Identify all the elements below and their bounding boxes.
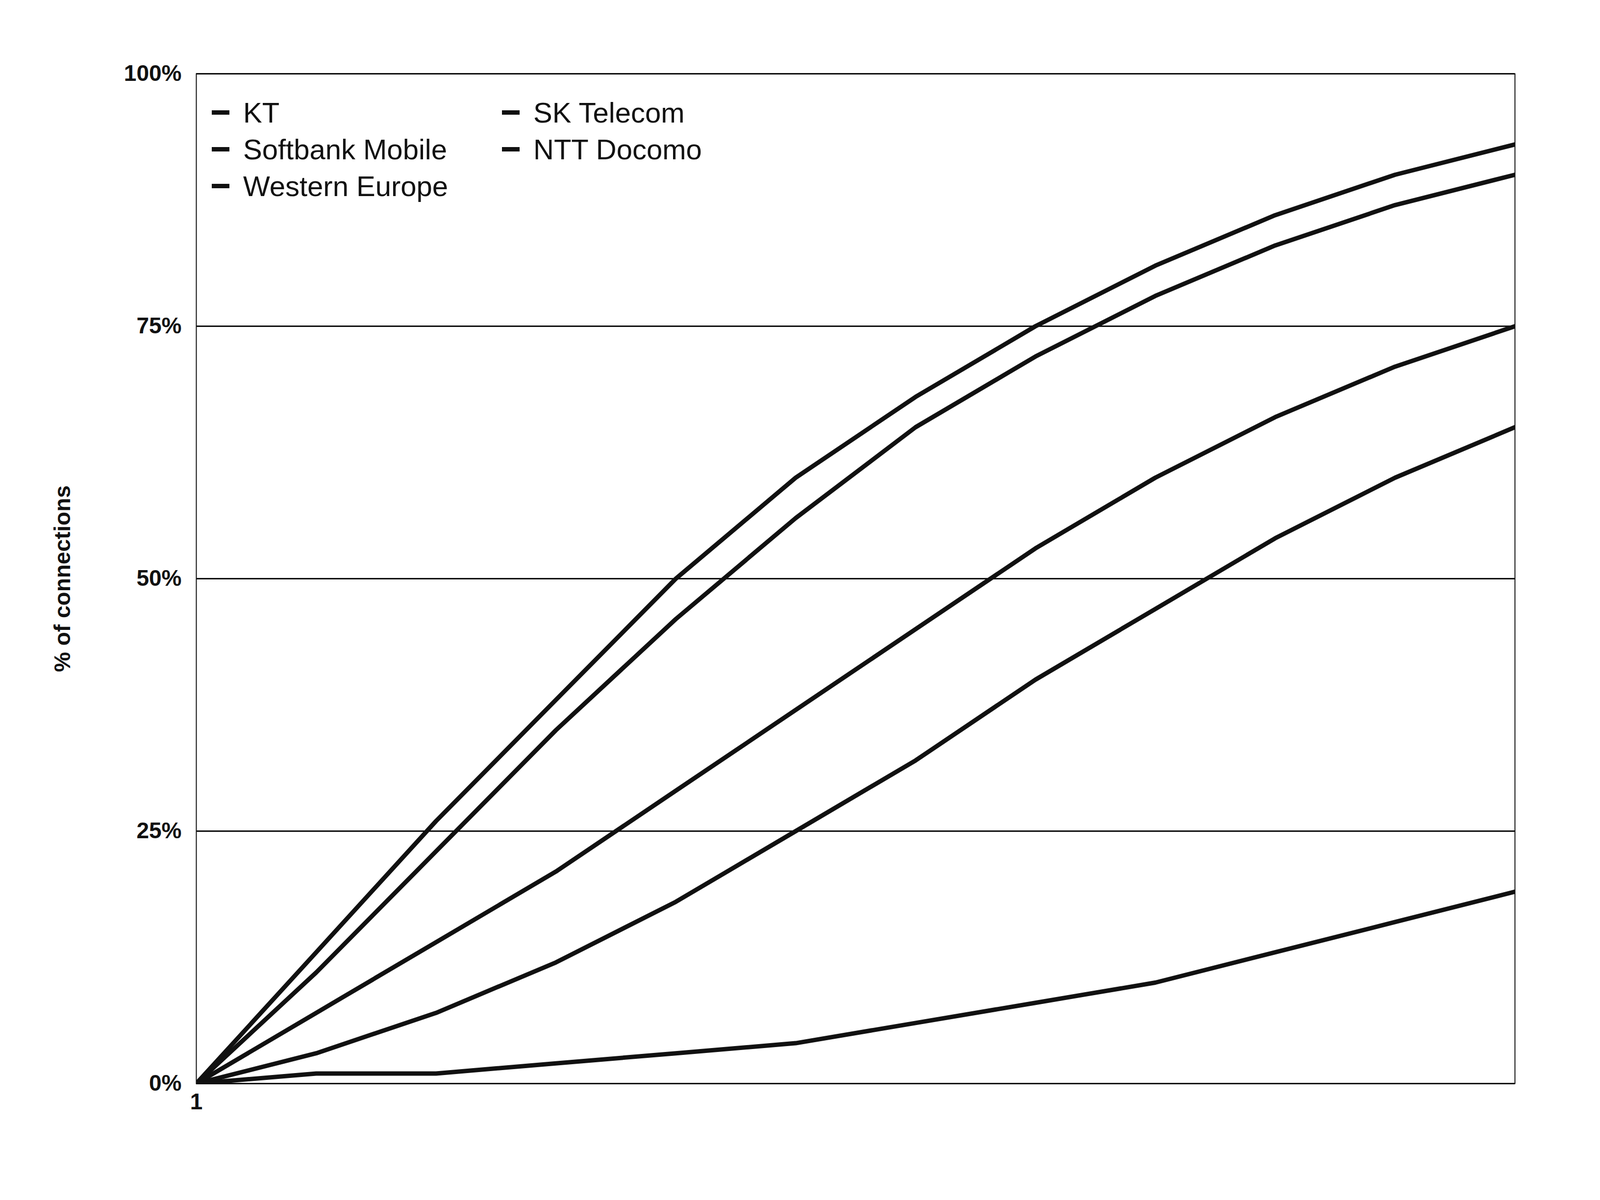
svg-text:1: 1	[190, 1088, 203, 1115]
html-text:KT: KT	[243, 96, 280, 129]
html-text:NTT Docomo: NTT Docomo	[533, 133, 702, 166]
html-text:SK Telecom: SK Telecom	[533, 96, 685, 129]
svg-text:50%: 50%	[136, 565, 182, 591]
svg-text:100%: 100%	[124, 60, 182, 86]
svg-text:% of connections: % of connections	[49, 485, 75, 673]
svg-text:75%: 75%	[136, 312, 182, 339]
svg-text:0%: 0%	[149, 1070, 182, 1096]
svg-text:25%: 25%	[136, 817, 182, 844]
html-text:Softbank Mobile: Softbank Mobile	[243, 133, 448, 166]
html-text:Western Europe: Western Europe	[243, 170, 449, 202]
